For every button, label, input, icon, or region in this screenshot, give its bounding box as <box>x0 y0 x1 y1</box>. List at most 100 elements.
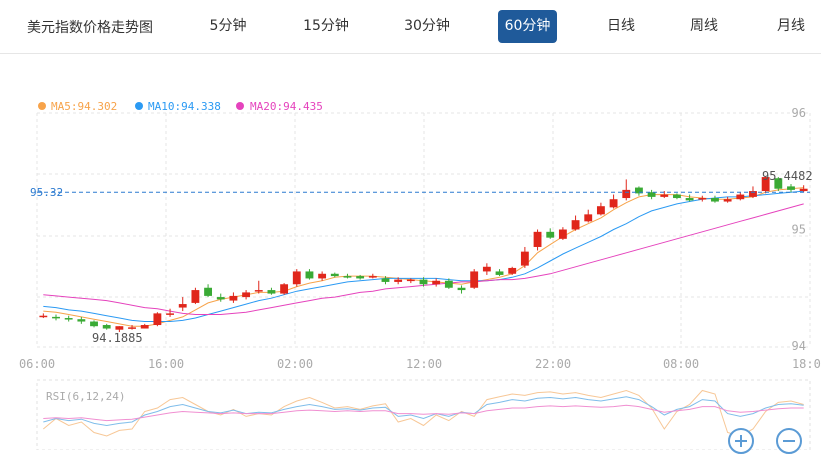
candle <box>242 290 251 300</box>
candle-body <box>660 194 669 197</box>
candle <box>723 196 732 203</box>
candle <box>229 292 238 303</box>
candle <box>90 320 98 328</box>
period-tab-bar: 美元指数价格走势图 5分钟 15分钟 30分钟 60分钟 日线 周线 月线 <box>0 0 821 54</box>
candle-body <box>685 198 694 201</box>
candle-body <box>584 214 593 222</box>
candle-body <box>242 292 251 298</box>
candle <box>153 312 162 327</box>
candle <box>77 316 86 324</box>
candle <box>444 278 453 289</box>
high-annotation: 95.4482 <box>762 169 813 183</box>
rsi-label: RSI(6,12,24) <box>46 390 125 403</box>
candle-body <box>178 304 187 308</box>
rsi12-line <box>43 396 804 427</box>
candle-body <box>140 325 149 329</box>
candle-body <box>39 315 48 318</box>
zoom-out-button[interactable] <box>776 428 802 454</box>
x-tick-label: 18:00 <box>792 357 821 371</box>
candle <box>406 278 415 284</box>
tab-5min[interactable]: 5分钟 <box>209 18 247 34</box>
candle <box>596 202 605 216</box>
candle <box>546 228 555 239</box>
candle <box>558 227 567 240</box>
chart-grid <box>36 112 811 348</box>
candle <box>166 308 174 317</box>
tab-monthly[interactable]: 月线 <box>777 18 805 34</box>
tab-15min[interactable]: 15分钟 <box>303 18 349 34</box>
candle-body <box>634 187 643 194</box>
candle <box>584 209 593 223</box>
candle-body <box>647 192 656 197</box>
x-tick-label: 16:00 <box>148 357 184 371</box>
candle <box>533 229 542 251</box>
candle-body <box>216 297 225 300</box>
candle-body <box>368 276 377 278</box>
candle-body <box>330 273 339 277</box>
candle-body <box>128 327 136 329</box>
rsi6-line <box>42 389 804 437</box>
x-tick-label: 22:00 <box>535 357 571 371</box>
candle <box>356 274 365 280</box>
candle-body <box>254 290 263 292</box>
candle <box>267 287 276 295</box>
candle <box>432 278 441 287</box>
rsi24-line <box>43 404 804 422</box>
candle <box>508 266 517 275</box>
candle-body <box>267 290 276 294</box>
candle-body <box>77 319 86 322</box>
candle <box>64 315 73 322</box>
candle <box>622 179 631 201</box>
candle <box>52 314 60 321</box>
candle <box>394 277 403 285</box>
candle <box>216 293 225 302</box>
y-tick-label: 95 <box>792 223 806 237</box>
candle <box>774 177 783 192</box>
candle-body <box>508 267 517 274</box>
zoom-in-button[interactable] <box>728 428 754 454</box>
tab-daily[interactable]: 日线 <box>607 18 635 34</box>
candle <box>280 283 289 295</box>
candle-body <box>318 273 327 279</box>
current-price-label: 95.32 <box>30 186 63 199</box>
candle-body <box>444 280 453 288</box>
tab-weekly[interactable]: 周线 <box>690 18 718 34</box>
candle <box>571 215 580 231</box>
x-tick-label: 08:00 <box>663 357 699 371</box>
candle-body <box>482 266 491 272</box>
candle-body <box>787 186 795 190</box>
candle <box>520 246 529 268</box>
candle <box>305 269 314 280</box>
candle <box>711 195 719 203</box>
candle <box>330 272 339 278</box>
candle <box>115 326 124 333</box>
candle <box>204 284 213 298</box>
chart-title: 美元指数价格走势图 <box>27 20 153 36</box>
candle-body <box>406 279 415 282</box>
candle <box>787 184 795 193</box>
candle <box>102 323 111 330</box>
candle-body <box>292 271 301 285</box>
tab-30min[interactable]: 30分钟 <box>404 18 450 34</box>
candle <box>799 185 808 193</box>
candle-body <box>356 276 365 279</box>
candle <box>647 189 656 200</box>
candle-body <box>533 231 542 247</box>
candle-body <box>280 284 289 294</box>
candle <box>673 193 681 200</box>
candle-body <box>115 326 124 330</box>
candle <box>482 263 491 275</box>
candle-body <box>736 194 745 200</box>
candle <box>457 285 466 294</box>
candle <box>698 195 707 202</box>
tab-60min[interactable]: 60分钟 <box>498 10 557 43</box>
candle <box>634 186 643 196</box>
candle-body <box>457 287 466 291</box>
candlestick-chart[interactable]: MA5:94.302 MA10:94.338 MA20:94.435 96959… <box>0 53 821 450</box>
candle-body <box>774 178 783 189</box>
candle-body <box>799 188 808 192</box>
candle-body <box>571 220 580 230</box>
candle-body <box>229 295 238 301</box>
candle-body <box>622 189 631 199</box>
candle-body <box>52 316 60 319</box>
